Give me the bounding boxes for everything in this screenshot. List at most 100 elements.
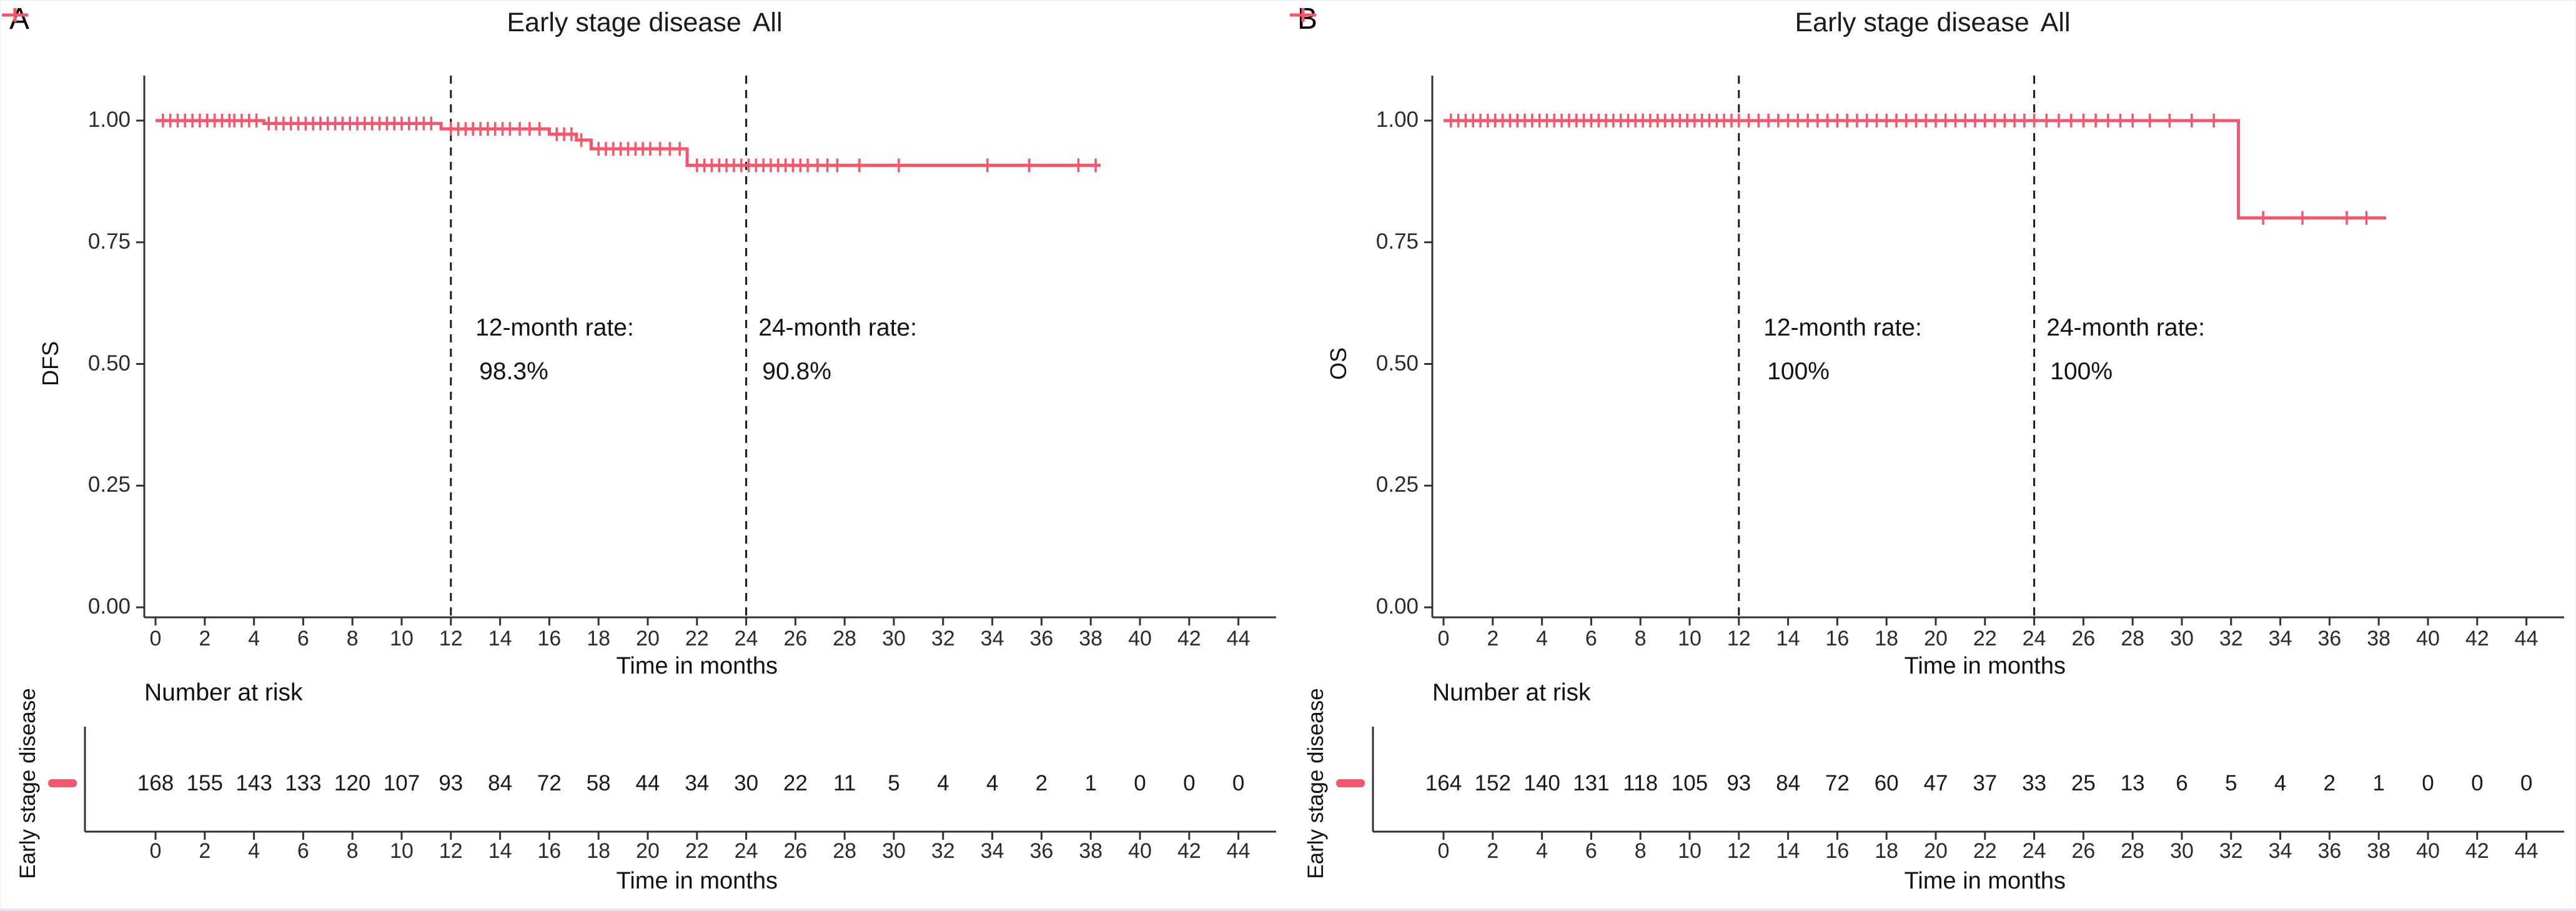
x-axis-title: Time in months	[616, 653, 778, 679]
risk-tick-label: 36	[2317, 839, 2342, 863]
x-tick-label: 36	[2317, 627, 2342, 650]
risk-tick-label: 28	[2121, 839, 2145, 863]
x-tick-label: 18	[587, 627, 611, 650]
risk-count: 33	[2022, 771, 2047, 795]
risk-tick-label: 40	[2416, 839, 2440, 863]
x-tick-label: 36	[1029, 627, 1054, 650]
risk-tick-label: 22	[1973, 839, 1997, 863]
y-tick-label: 1.00	[1375, 107, 1419, 132]
risk-tick-label: 20	[1924, 839, 1948, 863]
x-tick-label: 2	[199, 627, 211, 650]
risk-count: 168	[137, 771, 174, 795]
risk-tick-label: 10	[390, 839, 414, 863]
x-tick-label: 10	[1678, 627, 1702, 650]
y-tick-label: 0.75	[1375, 229, 1419, 254]
risk-tick-label: 14	[488, 839, 512, 863]
x-tick-label: 4	[248, 627, 260, 650]
risk-table-title: Number at risk	[144, 679, 303, 706]
x-axis-title: Time in months	[1904, 653, 2066, 679]
risk-tick-label: 12	[438, 839, 463, 863]
risk-count: 84	[488, 771, 513, 795]
risk-tick-label: 0	[149, 839, 162, 863]
risk-tick-label: 18	[1875, 839, 1899, 863]
risk-tick-label: 38	[2367, 839, 2391, 863]
risk-count: 105	[1671, 771, 1708, 795]
risk-table-title: Number at risk	[1432, 679, 1591, 706]
legend-label: All	[752, 7, 783, 37]
plot-title: Early stage disease	[1795, 7, 2029, 37]
risk-tick-label: 34	[980, 839, 1004, 863]
risk-count: 2	[2323, 771, 2336, 795]
title-row: Early stage disease All	[1, 6, 1289, 39]
x-tick-label: 20	[1924, 627, 1948, 650]
censor-marks	[1445, 114, 2372, 225]
risk-tick-label: 0	[1437, 839, 1450, 863]
x-tick-label: 44	[2514, 627, 2539, 650]
x-tick-label: 14	[488, 627, 512, 650]
y-tick-label: 0.00	[87, 594, 131, 619]
x-tick-label: 42	[2465, 627, 2489, 650]
legend-plus-cross-icon	[1290, 8, 1316, 22]
risk-count: 0	[2422, 771, 2434, 795]
panel-dfs: A Early stage disease All 1.00 0.75 0.50 0.25 0…	[1, 1, 1289, 909]
panel-os: B Early stage disease All 1.00 0.75 0.50 0.25 0…	[1289, 1, 2575, 909]
x-tick-label: 16	[1825, 627, 1850, 650]
risk-tick-label: 26	[783, 839, 808, 863]
x-tick-label: 22	[1973, 627, 1997, 650]
panel-letter: A	[9, 2, 30, 36]
risk-count: 0	[1134, 771, 1146, 795]
x-tick-label: 30	[882, 627, 906, 650]
risk-tick-label: 26	[2071, 839, 2096, 863]
annotation-rate-value: 100%	[2050, 358, 2113, 385]
risk-x-axis-title: Time in months	[616, 868, 778, 894]
risk-group-label: Early stage disease	[16, 688, 40, 879]
risk-tick-label: 40	[1128, 839, 1152, 863]
x-tick-label: 8	[1634, 627, 1647, 650]
risk-count: 0	[1183, 771, 1196, 795]
risk-count: 37	[1973, 771, 1998, 795]
risk-tick-label: 14	[1776, 839, 1800, 863]
title-row: Early stage disease All	[1289, 6, 2575, 39]
risk-tick-label: 44	[1226, 839, 1251, 863]
y-tick-label: 0.25	[1375, 472, 1419, 497]
risk-count: 143	[235, 771, 272, 795]
risk-count: 131	[1573, 771, 1610, 795]
risk-tick-label: 36	[1029, 839, 1054, 863]
x-tick-label: 26	[2071, 627, 2096, 650]
x-tick-label: 24	[734, 627, 758, 650]
risk-count: 6	[2176, 771, 2188, 795]
annotation-rate-value: 100%	[1767, 358, 1830, 385]
risk-count: 93	[438, 771, 463, 795]
risk-count: 47	[1923, 771, 1948, 795]
risk-tick-label: 4	[248, 839, 260, 863]
survival-step-curve	[1444, 119, 2387, 220]
x-tick-label: 6	[1585, 627, 1597, 650]
risk-count: 4	[2274, 771, 2287, 795]
risk-group-key-dash	[48, 779, 77, 787]
risk-count: 1	[1084, 771, 1097, 795]
survival-plot-canvas	[1336, 76, 2564, 840]
risk-count: 2	[1035, 771, 1048, 795]
risk-tick-label: 2	[1487, 839, 1499, 863]
risk-count: 4	[986, 771, 999, 795]
risk-count: 164	[1425, 771, 1462, 795]
risk-tick-label: 18	[587, 839, 611, 863]
risk-count: 72	[537, 771, 562, 795]
y-tick-label: 1.00	[87, 107, 131, 132]
x-tick-label: 10	[390, 627, 414, 650]
risk-tick-label: 32	[2219, 839, 2243, 863]
risk-count: 84	[1776, 771, 1801, 795]
x-tick-label: 34	[980, 627, 1004, 650]
annotation-rate-label: 12-month rate:	[475, 314, 634, 341]
risk-count: 118	[1623, 771, 1658, 795]
risk-tick-label: 4	[1536, 839, 1548, 863]
risk-count: 93	[1726, 771, 1751, 795]
x-tick-label: 4	[1536, 627, 1548, 650]
risk-count: 58	[586, 771, 611, 795]
x-tick-label: 16	[537, 627, 562, 650]
x-tick-label: 44	[1226, 627, 1251, 650]
x-tick-label: 12	[438, 627, 463, 650]
x-tick-label: 20	[636, 627, 660, 650]
risk-tick-label: 8	[346, 839, 359, 863]
